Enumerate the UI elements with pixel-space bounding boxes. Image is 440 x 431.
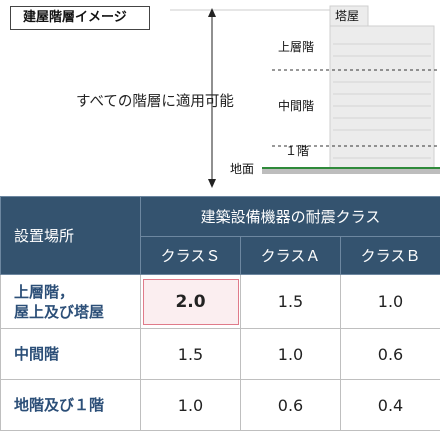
value-cell: 0.6 xyxy=(241,380,341,431)
label-roof-structure: 塔屋 xyxy=(335,7,359,24)
row-label-basement-first: 地階及び１階 xyxy=(1,380,141,431)
value-cell: 0.6 xyxy=(341,329,440,380)
value-cell: 1.0 xyxy=(341,275,440,329)
value-cell: 1.5 xyxy=(141,329,241,380)
header-class-a: クラスＡ xyxy=(241,237,341,275)
header-class-b: クラスＢ xyxy=(341,237,440,275)
header-class-s: クラスＳ xyxy=(141,237,241,275)
header-seismic-class: 建築設備機器の耐震クラス xyxy=(141,197,440,237)
row-label-middle: 中間階 xyxy=(1,329,141,380)
building-diagram: 建屋階層イメージ 塔屋 上層階 中間階 １階 xyxy=(0,0,440,196)
row-label-line: 屋上及び塔屋 xyxy=(14,302,140,322)
label-upper-floor: 上層階 xyxy=(278,38,314,55)
table-row: 地階及び１階 1.0 0.6 0.4 xyxy=(1,380,440,431)
table-row: 中間階 1.5 1.0 0.6 xyxy=(1,329,440,380)
row-label-line: 上層階， xyxy=(14,282,140,302)
value-cell: 0.4 xyxy=(341,380,440,431)
applicability-caption: すべての階層に適用可能 xyxy=(76,90,234,111)
arrow-up-icon xyxy=(208,8,216,17)
highlighted-value: 2.0 xyxy=(143,279,239,325)
label-middle-floor: 中間階 xyxy=(278,97,314,114)
value-cell: 2.0 xyxy=(141,275,241,329)
value-cell: 1.0 xyxy=(241,329,341,380)
value-cell: 1.5 xyxy=(241,275,341,329)
table-row: 上層階， 屋上及び塔屋 2.0 1.5 1.0 xyxy=(1,275,440,329)
header-location: 設置場所 xyxy=(1,197,141,275)
row-label-upper: 上層階， 屋上及び塔屋 xyxy=(1,275,141,329)
label-first-floor: １階 xyxy=(285,142,309,159)
building-body xyxy=(330,26,434,168)
seismic-class-table: 設置場所 建築設備機器の耐震クラス クラスＳ クラスＡ クラスＢ 上層階， 屋上… xyxy=(0,196,440,431)
arrow-down-icon xyxy=(208,179,216,188)
value-cell: 1.0 xyxy=(141,380,241,431)
label-ground: 地面 xyxy=(230,160,254,177)
